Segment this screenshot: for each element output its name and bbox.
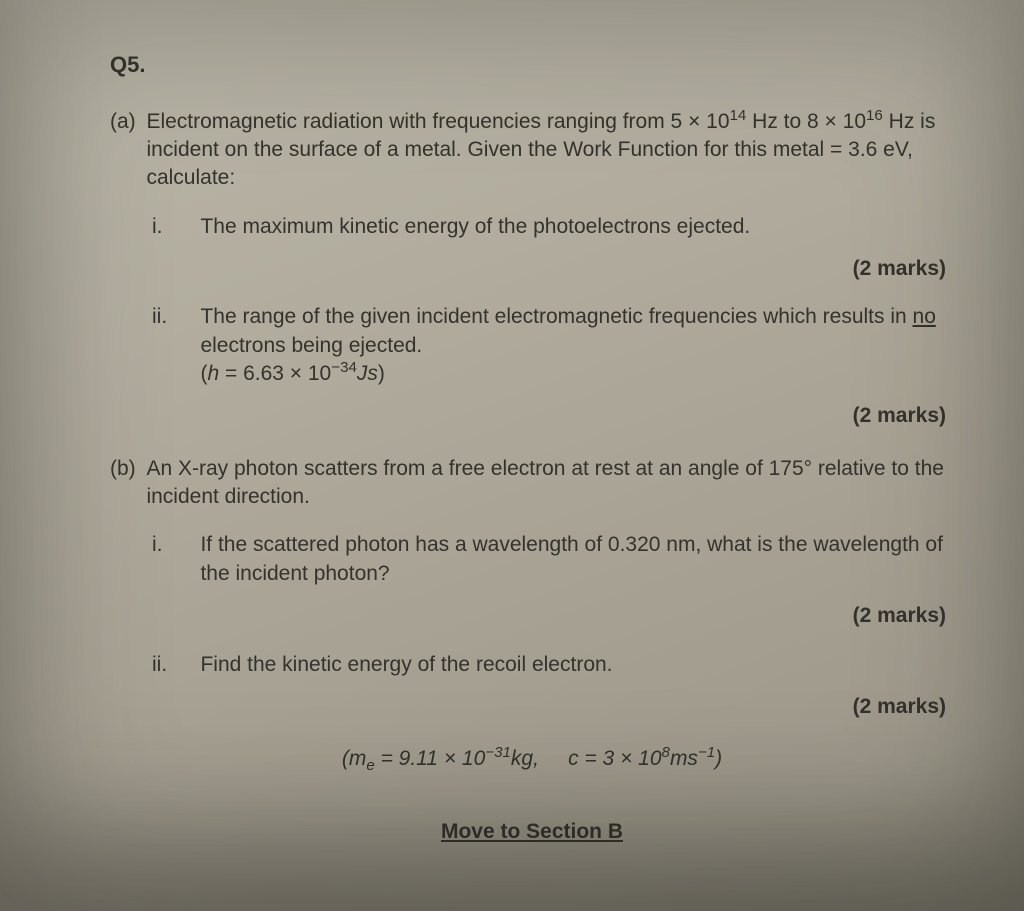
- part-b-ii-marks: (2 marks): [110, 693, 954, 721]
- part-b-intro: An X-ray photon scatters from a free ele…: [146, 455, 950, 512]
- part-b: (b) An X-ray photon scatters from a free…: [110, 455, 954, 721]
- part-b-i-label: i.: [152, 531, 196, 559]
- part-a-ii: ii. The range of the given incident elec…: [152, 303, 954, 388]
- constants-line: (me = 9.11 × 10−31kg, c = 3 × 108ms−1): [110, 745, 954, 773]
- part-a-ii-marks: (2 marks): [110, 402, 954, 430]
- part-a-i: i. The maximum kinetic energy of the pho…: [152, 213, 954, 241]
- part-a-i-text: The maximum kinetic energy of the photoe…: [200, 213, 950, 241]
- part-b-i: i. If the scattered photon has a wavelen…: [152, 531, 954, 588]
- part-a-intro: Electromagnetic radiation with frequenci…: [146, 108, 950, 193]
- part-a-ii-label: ii.: [152, 303, 196, 331]
- part-b-i-text: If the scattered photon has a wavelength…: [200, 531, 950, 588]
- part-b-ii: ii. Find the kinetic energy of the recoi…: [152, 651, 954, 679]
- question-number: Q5.: [110, 50, 954, 80]
- part-b-ii-label: ii.: [152, 651, 196, 679]
- part-a-i-label: i.: [152, 213, 196, 241]
- part-a-ii-body-text: The range of the given incident electrom…: [200, 305, 935, 356]
- part-b-i-marks: (2 marks): [110, 602, 954, 630]
- section-b-link: Move to Section B: [110, 818, 954, 846]
- part-b-ii-text: Find the kinetic energy of the recoil el…: [200, 651, 950, 679]
- part-a-ii-given: (h = 6.63 × 10−34Js): [200, 362, 384, 385]
- part-b-label: (b): [110, 455, 142, 483]
- exam-question-page: Q5. (a) Electromagnetic radiation with f…: [0, 0, 1024, 886]
- part-a-ii-text: The range of the given incident electrom…: [200, 303, 950, 388]
- part-a-label: (a): [110, 108, 142, 136]
- part-a-i-marks: (2 marks): [110, 255, 954, 283]
- part-a: (a) Electromagnetic radiation with frequ…: [110, 108, 954, 431]
